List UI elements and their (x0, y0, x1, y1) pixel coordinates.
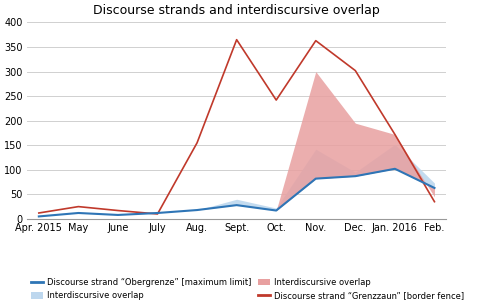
Title: Discourse strands and interdiscursive overlap: Discourse strands and interdiscursive ov… (94, 4, 380, 17)
Legend: Discourse strand “Obergrenze” [maximum limit], Interdiscursive overlap, Interdis: Discourse strand “Obergrenze” [maximum l… (31, 278, 464, 300)
